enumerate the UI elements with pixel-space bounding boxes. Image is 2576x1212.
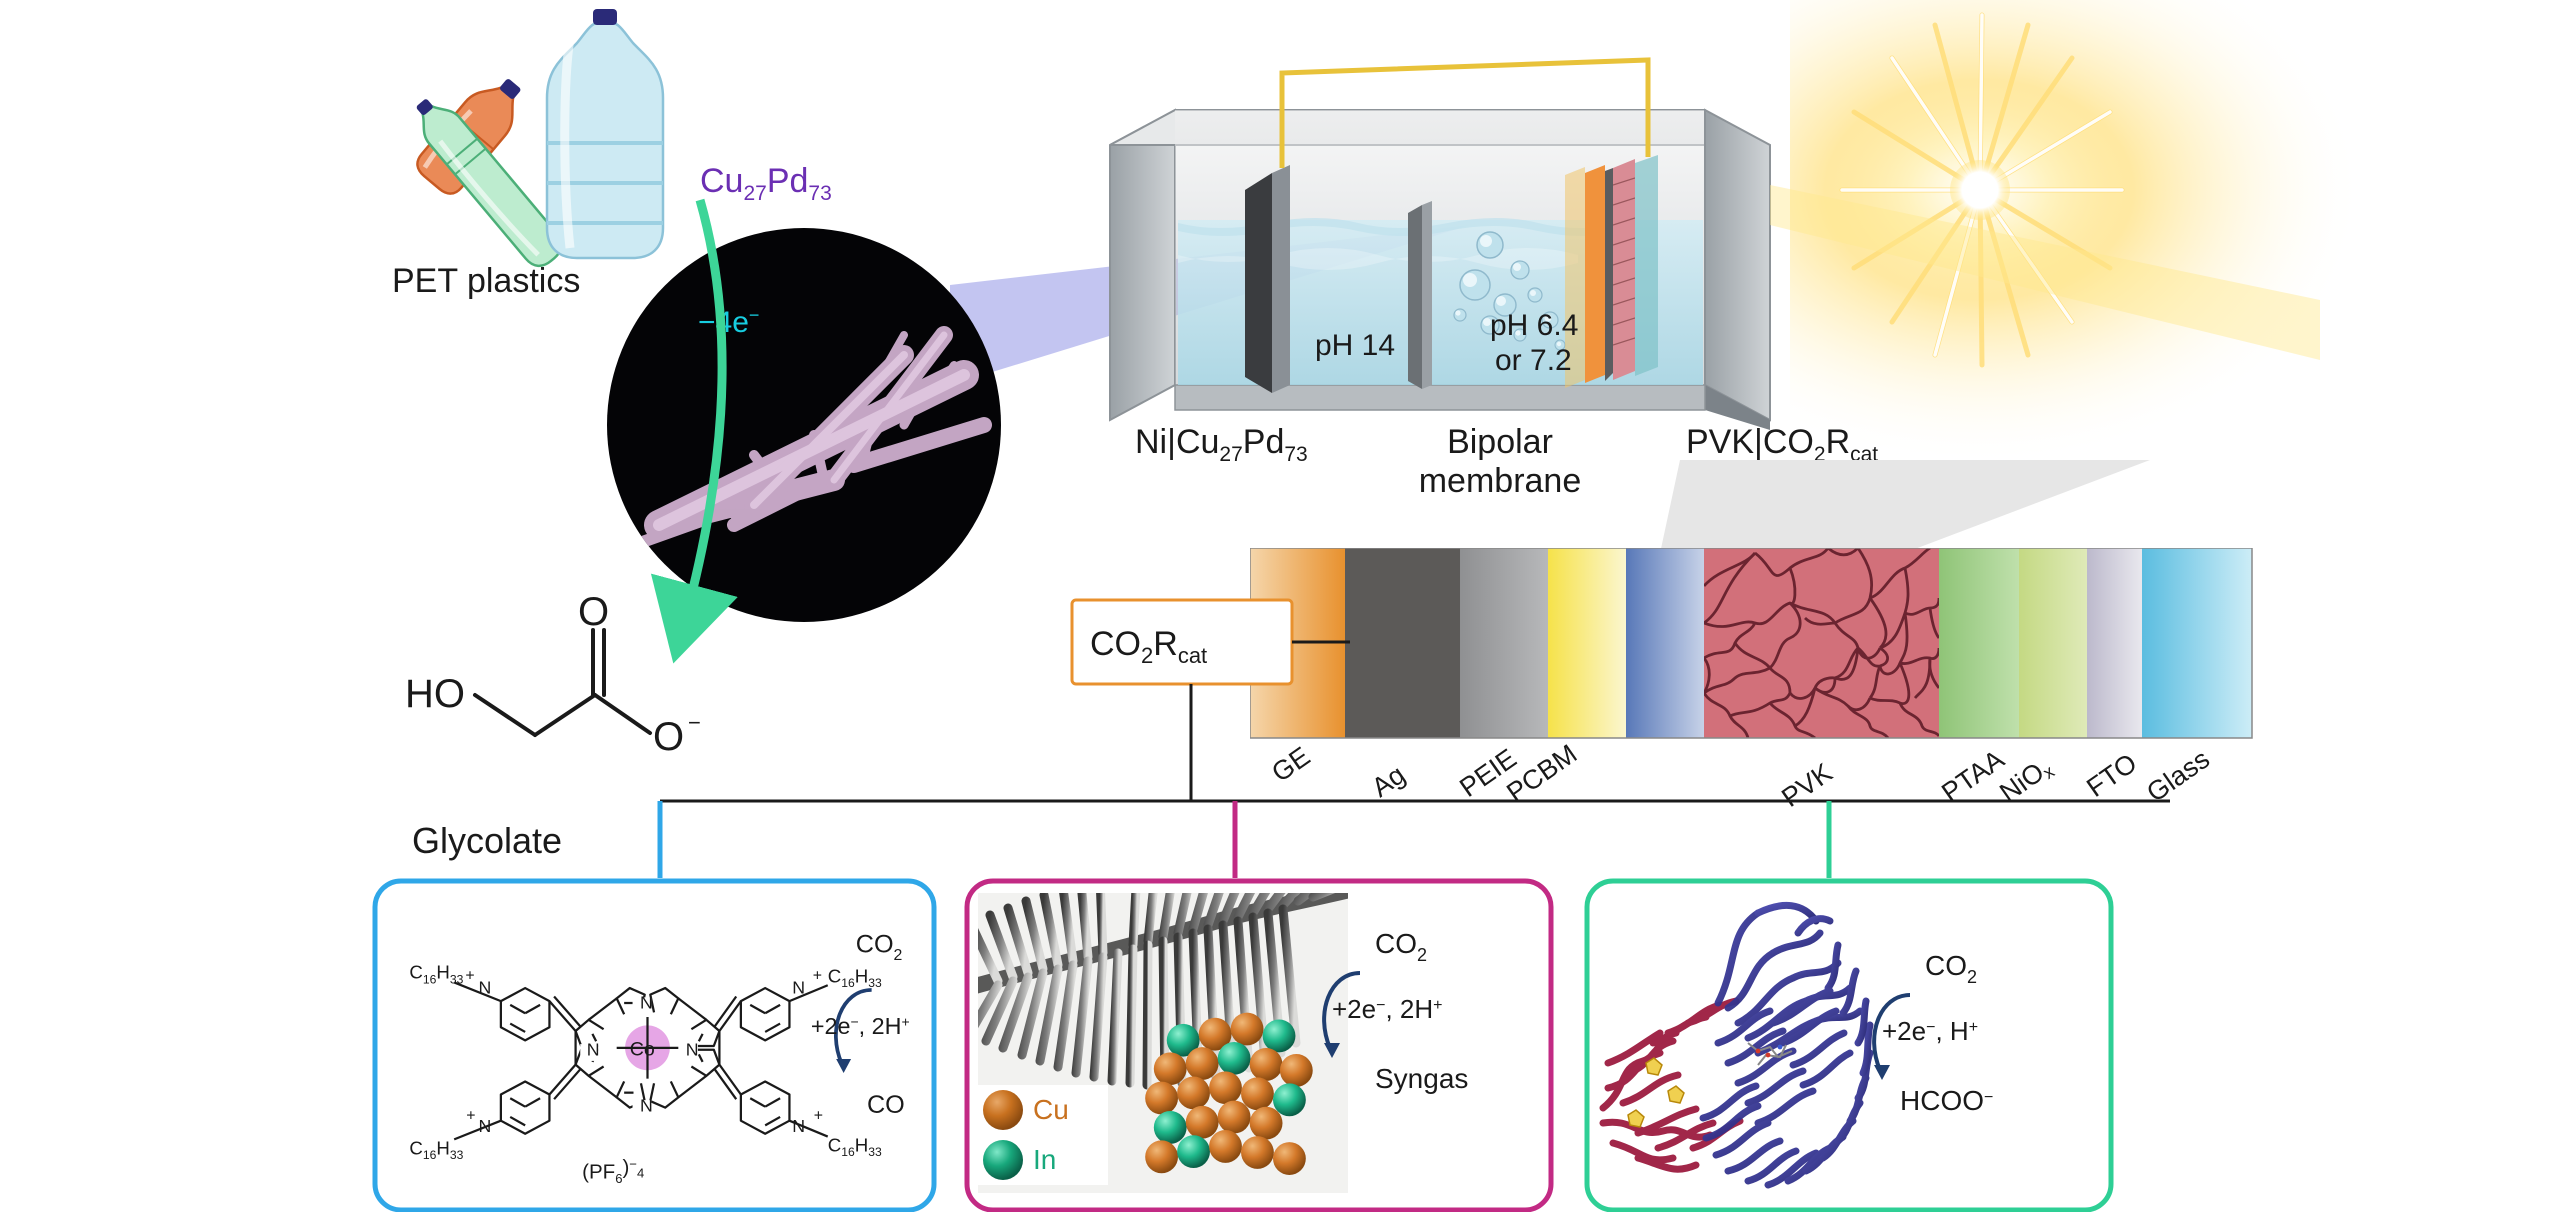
svg-text:(PF6)−4: (PF6)−4 bbox=[582, 1156, 644, 1186]
svg-text:C16H33: C16H33 bbox=[409, 962, 463, 987]
svg-text:CO2: CO2 bbox=[856, 931, 903, 964]
svg-text:+2e−, 2H+: +2e−, 2H+ bbox=[811, 1013, 910, 1039]
svg-text:or 7.2: or 7.2 bbox=[1495, 344, 1572, 377]
svg-text:+: + bbox=[814, 1108, 823, 1125]
svg-text:+2e−, 2H+: +2e−, 2H+ bbox=[1332, 994, 1442, 1024]
svg-text:In: In bbox=[1033, 1144, 1056, 1175]
svg-text:HCOO−: HCOO− bbox=[1900, 1085, 1993, 1116]
svg-text:+: + bbox=[465, 968, 474, 985]
svg-text:+2e−, H+: +2e−, H+ bbox=[1882, 1016, 1978, 1046]
svg-text:N: N bbox=[587, 1039, 600, 1059]
svg-text:Syngas: Syngas bbox=[1375, 1063, 1468, 1094]
svg-text:C16H33: C16H33 bbox=[828, 1134, 882, 1159]
svg-text:+: + bbox=[813, 968, 822, 985]
svg-text:pH 6.4: pH 6.4 bbox=[1490, 309, 1578, 342]
svg-text:CO: CO bbox=[867, 1091, 905, 1119]
svg-text:Co: Co bbox=[630, 1038, 655, 1060]
svg-text:CO2: CO2 bbox=[1375, 928, 1427, 965]
svg-text:pH 14: pH 14 bbox=[1315, 329, 1395, 362]
svg-text:N: N bbox=[640, 1095, 653, 1115]
svg-text:Cu: Cu bbox=[1033, 1094, 1069, 1125]
svg-text:N: N bbox=[640, 993, 653, 1013]
svg-text:+: + bbox=[466, 1108, 475, 1125]
svg-text:O: O bbox=[578, 595, 609, 634]
svg-text:CO2: CO2 bbox=[1925, 950, 1977, 987]
svg-text:N: N bbox=[686, 1039, 699, 1059]
svg-text:C16H33: C16H33 bbox=[828, 965, 882, 990]
svg-text:C16H33: C16H33 bbox=[409, 1137, 463, 1162]
